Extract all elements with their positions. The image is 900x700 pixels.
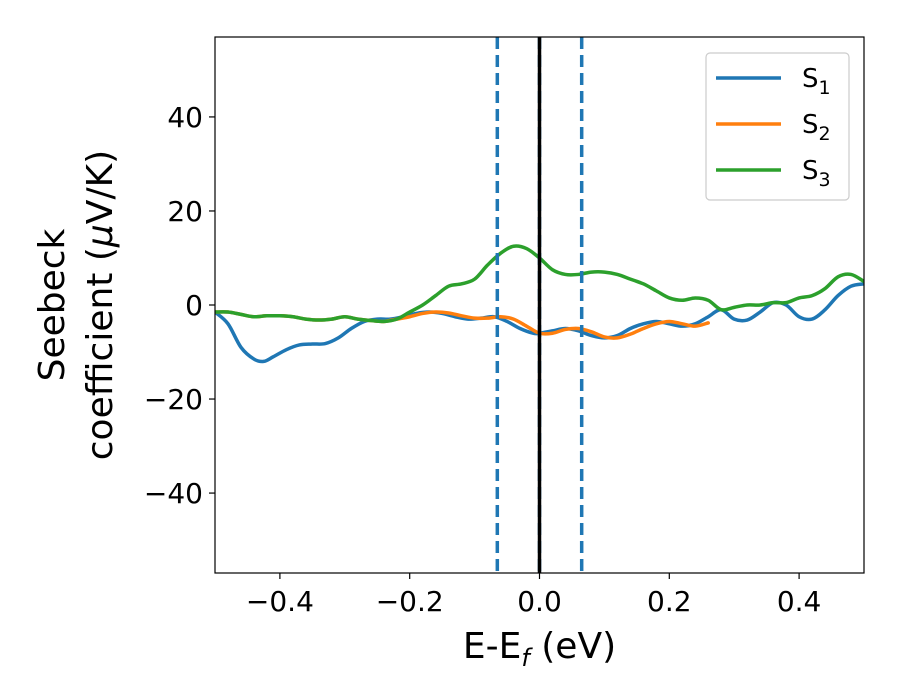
y-axis-label-line1: Seebeck (32, 228, 73, 381)
legend-label-s3: S3 (802, 156, 831, 191)
x-axis-label-main: E-E (463, 626, 521, 667)
y-tick-label: 0 (185, 289, 203, 322)
legend-label-s1: S1 (802, 64, 831, 99)
y-tick-label: 20 (167, 195, 203, 228)
y-tick-label: 40 (167, 101, 203, 134)
x-tick-label: 0.4 (777, 585, 822, 618)
y-axis-label-line2: coefficient (μV/K) (80, 150, 121, 460)
x-axis-label: E-Ef (eV) (463, 626, 616, 672)
x-tick-label: −0.4 (246, 585, 314, 618)
y-tick-label: −20 (144, 383, 203, 416)
y-tick-label: −40 (144, 477, 203, 510)
y-axis-label-unit: V/K) (80, 150, 121, 224)
x-tick-label: 0.2 (647, 585, 692, 618)
legend: S1 S2 S3 (705, 52, 850, 201)
legend-box (705, 52, 850, 201)
vline-layer (495, 37, 584, 573)
tick-layer: −0.4 −0.2 0.0 0.2 0.4 −40 −20 0 20 40 (144, 101, 821, 618)
legend-label-s2: S2 (802, 110, 831, 145)
x-axis-label-tail: (eV) (530, 626, 616, 667)
x-tick-label: −0.2 (376, 585, 444, 618)
y-axis-label-prefix: coefficient ( (80, 247, 121, 460)
x-tick-label: 0.0 (517, 585, 562, 618)
y-axis-label-mu: μ (80, 224, 121, 248)
